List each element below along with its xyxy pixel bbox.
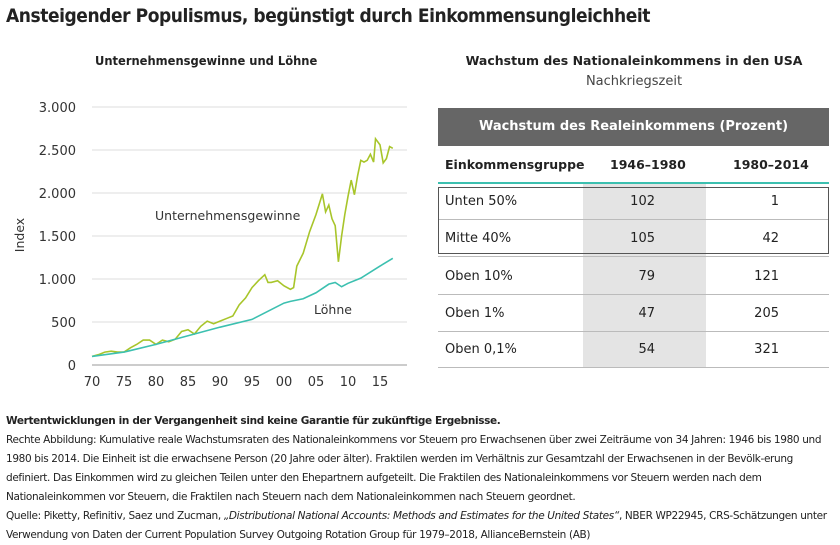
series-line-1 [91,257,394,358]
y-tick-label: 3.000 [39,101,76,116]
source-suffix: , NBER WP22945, CRS-Schätzungen unter Ve… [6,510,827,541]
y-tick-label: 500 [51,316,76,331]
table-row: Oben 0,1% 54 321 [438,332,829,368]
x-tick-label: 10 [340,375,357,390]
row-divider [438,294,829,295]
row-group: Unten 50% [445,194,518,209]
row-value-1946-1980: 102 [630,194,655,209]
label-unternehmensgewinne: Unternehmensgewinne [155,208,301,223]
row-value-1946-1980: 54 [638,342,655,357]
row-group: Mitte 40% [445,230,512,246]
x-tick-label: 75 [116,375,133,390]
y-tick-label: 1.000 [39,273,76,288]
row-value-1980-2014: 1 [770,194,779,209]
x-tick-label: 00 [276,375,293,390]
x-tick-label: 85 [180,375,197,390]
x-tick-label: 70 [84,375,101,390]
row-divider [438,255,829,257]
x-tick-label: 15 [372,375,389,390]
note: Rechte Abbildung: Kumulative reale Wachs… [6,434,822,503]
row-value-1946-1980: 79 [638,269,655,284]
source: Quelle: Piketty, Refinitiv, Saez und Zuc… [6,507,836,545]
row-divider [438,367,829,368]
table-row: Unten 50% 102 1 [438,184,829,220]
table-row: Oben 1% 47 205 [438,296,829,332]
row-group: Oben 10% [445,269,513,284]
source-title: „Distributional National Accounts: Metho… [223,510,619,522]
table-title: Wachstum des Nationaleinkommens in den U… [465,53,803,68]
col-header-1980-2014: 1980–2014 [733,157,809,172]
row-divider [438,330,829,332]
header-divider [438,182,829,184]
series-line-0 [91,136,394,358]
table-row: Mitte 40% 105 42 [438,221,829,257]
footer: Wertentwicklungen in der Vergangenheit s… [6,412,836,545]
x-tick-label: 05 [308,375,325,390]
table-subtitle: Nachkriegszeit [585,74,683,89]
row-value-1946-1980: 47 [638,305,655,321]
x-tick-label: 95 [244,375,261,390]
y-tick-label: 0 [68,359,76,374]
y-axis-label: Index [12,218,27,252]
y-tick-label: 2.000 [39,187,76,202]
x-tick-label: 90 [212,375,229,390]
col-header-group: Einkommensgruppe [445,157,585,172]
disclaimer: Wertentwicklungen in der Vergangenheit s… [6,415,501,427]
y-tick-label: 1.500 [39,230,76,245]
chart-title: Unternehmensgewinne und Löhne [95,53,318,68]
row-divider [438,219,829,220]
highlight-box [438,187,829,254]
row-group: Oben 1% [445,305,505,321]
row-value-1980-2014: 321 [754,342,779,357]
row-group: Oben 0,1% [445,342,517,357]
main-title: Ansteigender Populismus, begünstigt durc… [6,5,650,27]
row-value-1980-2014: 121 [754,269,779,284]
row-value-1946-1980: 105 [630,230,655,246]
label-loehne: Löhne [314,302,352,317]
y-tick-label: 2.500 [39,144,76,159]
source-prefix: Quelle: Piketty, Refinitiv, Saez und Zuc… [6,510,224,522]
x-tick-label: 80 [148,375,165,390]
row-value-1980-2014: 205 [754,305,779,321]
col-header-1946-1980: 1946–1980 [610,157,686,172]
highlighted-column [583,184,706,368]
row-value-1980-2014: 42 [762,230,779,246]
table-header-band: Wachstum des Realeinkommens (Prozent) [438,108,829,146]
table-row: Oben 10% 79 121 [438,259,829,295]
